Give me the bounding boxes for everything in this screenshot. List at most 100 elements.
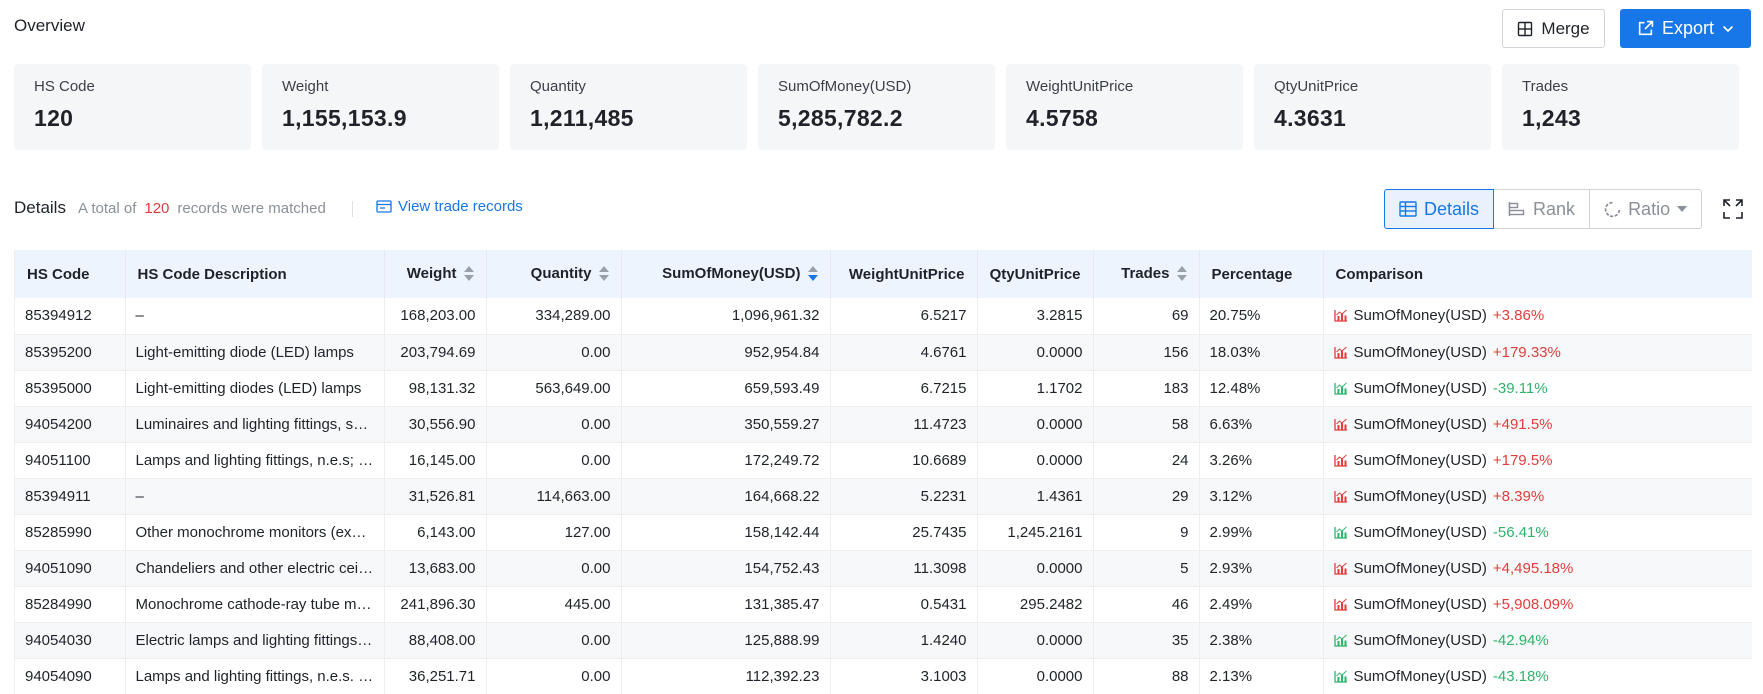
cell-percentage: 3.12%	[1199, 478, 1324, 515]
stat-label: SumOfMoney(USD)	[778, 78, 912, 95]
fullscreen-icon[interactable]	[1722, 198, 1744, 220]
cell-comparison[interactable]: SumOfMoney(USD) +4,495.18%	[1323, 550, 1752, 587]
table-row[interactable]: 85284990 Monochrome cathode-ray tube moni…	[15, 586, 1752, 623]
table-row[interactable]: 85285990 Other monochrome monitors (excl.…	[15, 514, 1752, 551]
view-trade-records-link[interactable]: View trade records	[376, 198, 523, 215]
comparison-label: SumOfMoney(USD)	[1353, 451, 1487, 469]
merge-button[interactable]: Merge	[1502, 9, 1605, 48]
cell-comparison[interactable]: SumOfMoney(USD) -39.11%	[1323, 370, 1752, 407]
summary-prefix: A total of	[78, 200, 137, 217]
merge-icon	[1518, 21, 1533, 36]
cell-sum-of-money: 350,559.27	[621, 406, 831, 443]
comparison-value: -56.41%	[1492, 523, 1549, 541]
tab-ratio-label: Ratio	[1628, 198, 1671, 219]
trend-down-icon	[1333, 670, 1347, 683]
cell-hs-code: 94051090	[15, 550, 126, 587]
stat-value: 4.3631	[1274, 105, 1347, 131]
comparison-value: +5,908.09%	[1492, 595, 1574, 613]
cell-quantity: 0.00	[486, 622, 622, 659]
cell-hs-code: 85285990	[15, 514, 126, 551]
details-title: Details	[14, 198, 66, 217]
cell-comparison[interactable]: SumOfMoney(USD) -43.18%	[1323, 658, 1752, 694]
stat-label: WeightUnitPrice	[1026, 78, 1134, 95]
trend-up-icon	[1333, 562, 1347, 575]
cell-hs-code: 85395200	[15, 334, 126, 371]
cell-hs-code: 85394912	[15, 298, 126, 335]
stat-value: 1,155,153.9	[282, 105, 407, 131]
sort-desc-icon[interactable]	[807, 265, 818, 283]
cell-percentage: 20.75%	[1199, 298, 1324, 335]
cell-qty-unit-price: 0.0000	[977, 442, 1094, 479]
tab-ratio[interactable]: Ratio	[1589, 189, 1703, 229]
details-table-container: HS Code HS Code Description Weight Quant…	[14, 250, 1752, 694]
comparison-label: SumOfMoney(USD)	[1353, 631, 1487, 649]
cell-weight-unit-price: 10.6689	[830, 442, 978, 479]
cell-percentage: 2.38%	[1199, 622, 1324, 659]
col-sum-of-money[interactable]: SumOfMoney(USD)	[621, 250, 831, 298]
col-percentage: Percentage	[1199, 250, 1324, 298]
cell-sum-of-money: 112,392.23	[621, 658, 831, 694]
cell-comparison[interactable]: SumOfMoney(USD) +179.33%	[1323, 334, 1752, 371]
cell-weight-unit-price: 1.4240	[830, 622, 978, 659]
records-count: 120	[144, 200, 170, 217]
comparison-value: +3.86%	[1492, 307, 1545, 325]
cell-qty-unit-price: 0.0000	[977, 406, 1094, 443]
sort-icon[interactable]	[1176, 265, 1187, 283]
chevron-down-icon	[1722, 25, 1734, 32]
cell-description: –	[125, 478, 385, 515]
cell-sum-of-money: 154,752.43	[621, 550, 831, 587]
cell-comparison[interactable]: SumOfMoney(USD) +8.39%	[1323, 478, 1752, 515]
table-row[interactable]: 85395000 Light-emitting diodes (LED) lamp…	[15, 370, 1752, 407]
export-button[interactable]: Export	[1620, 9, 1751, 48]
cell-weight-unit-price: 6.5217	[830, 298, 978, 335]
cell-percentage: 18.03%	[1199, 334, 1324, 371]
stat-value: 4.5758	[1026, 105, 1099, 131]
cell-comparison[interactable]: SumOfMoney(USD) -56.41%	[1323, 514, 1752, 551]
table-row[interactable]: 94054090 Lamps and lighting fittings, n.e…	[15, 658, 1752, 694]
cell-hs-code: 85395000	[15, 370, 126, 407]
col-trades[interactable]: Trades	[1093, 250, 1200, 298]
sort-icon[interactable]	[463, 265, 474, 283]
trend-up-icon	[1333, 418, 1347, 431]
trend-up-icon	[1333, 346, 1347, 359]
cell-comparison[interactable]: SumOfMoney(USD) -42.94%	[1323, 622, 1752, 659]
sort-icon[interactable]	[598, 265, 609, 283]
tab-details[interactable]: Details	[1384, 189, 1495, 229]
table-row[interactable]: 94054200 Luminaires and lighting fittings…	[15, 406, 1752, 443]
cell-percentage: 6.63%	[1199, 406, 1324, 443]
table-row[interactable]: 85395200 Light-emitting diode (LED) lamps…	[15, 334, 1752, 371]
col-quantity[interactable]: Quantity	[486, 250, 622, 298]
tab-rank[interactable]: Rank	[1493, 189, 1591, 229]
cell-weight-unit-price: 11.3098	[830, 550, 978, 587]
cell-qty-unit-price: 295.2482	[977, 586, 1094, 623]
cell-comparison[interactable]: SumOfMoney(USD) +3.86%	[1323, 298, 1752, 335]
records-summary: A total of 120 records were matched	[78, 200, 326, 217]
cell-quantity: 563,649.00	[486, 370, 622, 407]
table-row[interactable]: 94054030 Electric lamps and lighting fitt…	[15, 622, 1752, 659]
cell-weight: 6,143.00	[384, 514, 487, 551]
divider	[352, 201, 353, 217]
table-row[interactable]: 94051100 Lamps and lighting fittings, n.e…	[15, 442, 1752, 479]
cell-comparison[interactable]: SumOfMoney(USD) +5,908.09%	[1323, 586, 1752, 623]
stat-value: 1,211,485	[530, 105, 634, 131]
cell-weight-unit-price: 6.7215	[830, 370, 978, 407]
col-weight[interactable]: Weight	[384, 250, 487, 298]
export-icon	[1638, 20, 1654, 36]
stat-card-weight-unit-price: WeightUnitPrice 4.5758	[1006, 64, 1243, 150]
cell-weight: 203,794.69	[384, 334, 487, 371]
comparison-value: +179.5%	[1492, 451, 1553, 469]
comparison-label: SumOfMoney(USD)	[1353, 595, 1487, 613]
cell-sum-of-money: 1,096,961.32	[621, 298, 831, 335]
trend-down-icon	[1333, 526, 1347, 539]
table-row[interactable]: 85394911–31,526.81 114,663.00 164,668.22 5.…	[15, 478, 1752, 515]
cell-hs-code: 94054090	[15, 658, 126, 694]
cell-hs-code: 94051100	[15, 442, 126, 479]
table-row[interactable]: 94051090 Chandeliers and other electric c…	[15, 550, 1752, 587]
cell-trades: 69	[1093, 298, 1200, 335]
cell-description: Chandeliers and other electric ceiling o…	[125, 550, 385, 587]
cell-weight-unit-price: 4.6761	[830, 334, 978, 371]
cell-trades: 29	[1093, 478, 1200, 515]
table-row[interactable]: 85394912–168,203.00 334,289.00 1,096,961.3…	[15, 298, 1752, 335]
cell-comparison[interactable]: SumOfMoney(USD) +179.5%	[1323, 442, 1752, 479]
cell-comparison[interactable]: SumOfMoney(USD) +491.5%	[1323, 406, 1752, 443]
